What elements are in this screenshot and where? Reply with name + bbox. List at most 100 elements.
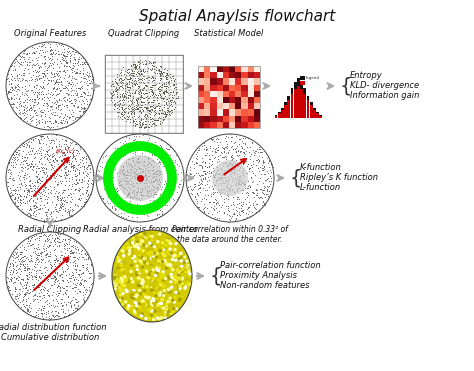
- Point: [45, 317, 53, 323]
- Point: [138, 106, 146, 112]
- Point: [46, 124, 53, 130]
- Point: [18, 180, 25, 186]
- Point: [58, 302, 65, 308]
- Point: [171, 76, 178, 82]
- Point: [59, 85, 66, 91]
- Point: [228, 134, 236, 140]
- Point: [161, 83, 169, 89]
- Point: [36, 89, 43, 95]
- Point: [44, 194, 52, 200]
- Point: [59, 290, 67, 296]
- Point: [219, 178, 227, 184]
- Point: [33, 246, 40, 252]
- Point: [17, 173, 24, 179]
- Point: [157, 95, 164, 101]
- Point: [208, 148, 215, 154]
- Point: [36, 76, 43, 82]
- Point: [36, 195, 44, 201]
- Point: [232, 157, 239, 163]
- Point: [141, 299, 149, 305]
- Point: [59, 257, 66, 263]
- Point: [88, 80, 95, 86]
- Point: [197, 180, 205, 186]
- Point: [228, 162, 236, 168]
- Point: [151, 144, 158, 150]
- Point: [64, 104, 71, 109]
- Point: [146, 306, 154, 312]
- Point: [68, 48, 75, 54]
- Point: [118, 202, 126, 208]
- Point: [62, 84, 70, 90]
- Point: [128, 63, 135, 69]
- Point: [130, 119, 137, 125]
- Point: [118, 85, 126, 91]
- Point: [57, 199, 65, 205]
- Point: [34, 165, 41, 171]
- Point: [158, 208, 166, 214]
- Point: [155, 177, 163, 183]
- Point: [48, 145, 55, 151]
- Point: [28, 114, 36, 120]
- Point: [190, 184, 198, 190]
- Point: [26, 206, 34, 212]
- Point: [153, 265, 161, 271]
- Point: [183, 258, 191, 264]
- Point: [21, 98, 29, 104]
- Point: [171, 104, 179, 110]
- Point: [118, 67, 125, 73]
- Point: [137, 116, 145, 122]
- Point: [23, 240, 31, 246]
- Point: [22, 115, 29, 121]
- Point: [133, 270, 141, 276]
- Point: [79, 157, 86, 163]
- Point: [124, 192, 131, 198]
- Point: [18, 193, 25, 199]
- Point: [38, 119, 46, 125]
- Point: [4, 89, 12, 95]
- Point: [44, 253, 52, 259]
- Point: [83, 61, 91, 67]
- Point: [134, 155, 141, 161]
- Point: [246, 199, 253, 205]
- Point: [136, 58, 144, 63]
- Point: [16, 161, 24, 167]
- Point: [238, 171, 246, 177]
- Point: [113, 170, 121, 176]
- Point: [34, 96, 42, 102]
- Point: [65, 115, 73, 121]
- Point: [42, 60, 49, 66]
- Point: [169, 75, 176, 81]
- Point: [20, 72, 28, 78]
- Point: [35, 206, 43, 212]
- Point: [126, 84, 133, 90]
- Point: [6, 166, 13, 172]
- Point: [47, 78, 55, 84]
- Point: [132, 234, 140, 240]
- Point: [78, 93, 86, 99]
- Point: [89, 280, 96, 286]
- Point: [27, 185, 35, 191]
- Point: [233, 171, 241, 177]
- Point: [64, 186, 72, 192]
- Point: [210, 172, 217, 178]
- Point: [89, 186, 96, 192]
- Point: [14, 191, 21, 197]
- Point: [43, 277, 50, 283]
- Point: [34, 54, 42, 60]
- Point: [228, 143, 236, 149]
- Point: [164, 141, 172, 147]
- Point: [71, 186, 79, 192]
- Point: [23, 61, 31, 67]
- Point: [16, 175, 23, 181]
- Point: [211, 196, 219, 202]
- Point: [28, 87, 36, 93]
- Point: [171, 92, 178, 98]
- Point: [135, 83, 142, 89]
- Point: [35, 137, 43, 143]
- Point: [57, 173, 65, 179]
- Point: [169, 298, 176, 303]
- Point: [179, 275, 187, 281]
- Point: [124, 104, 132, 109]
- Point: [120, 114, 128, 120]
- Point: [26, 148, 34, 154]
